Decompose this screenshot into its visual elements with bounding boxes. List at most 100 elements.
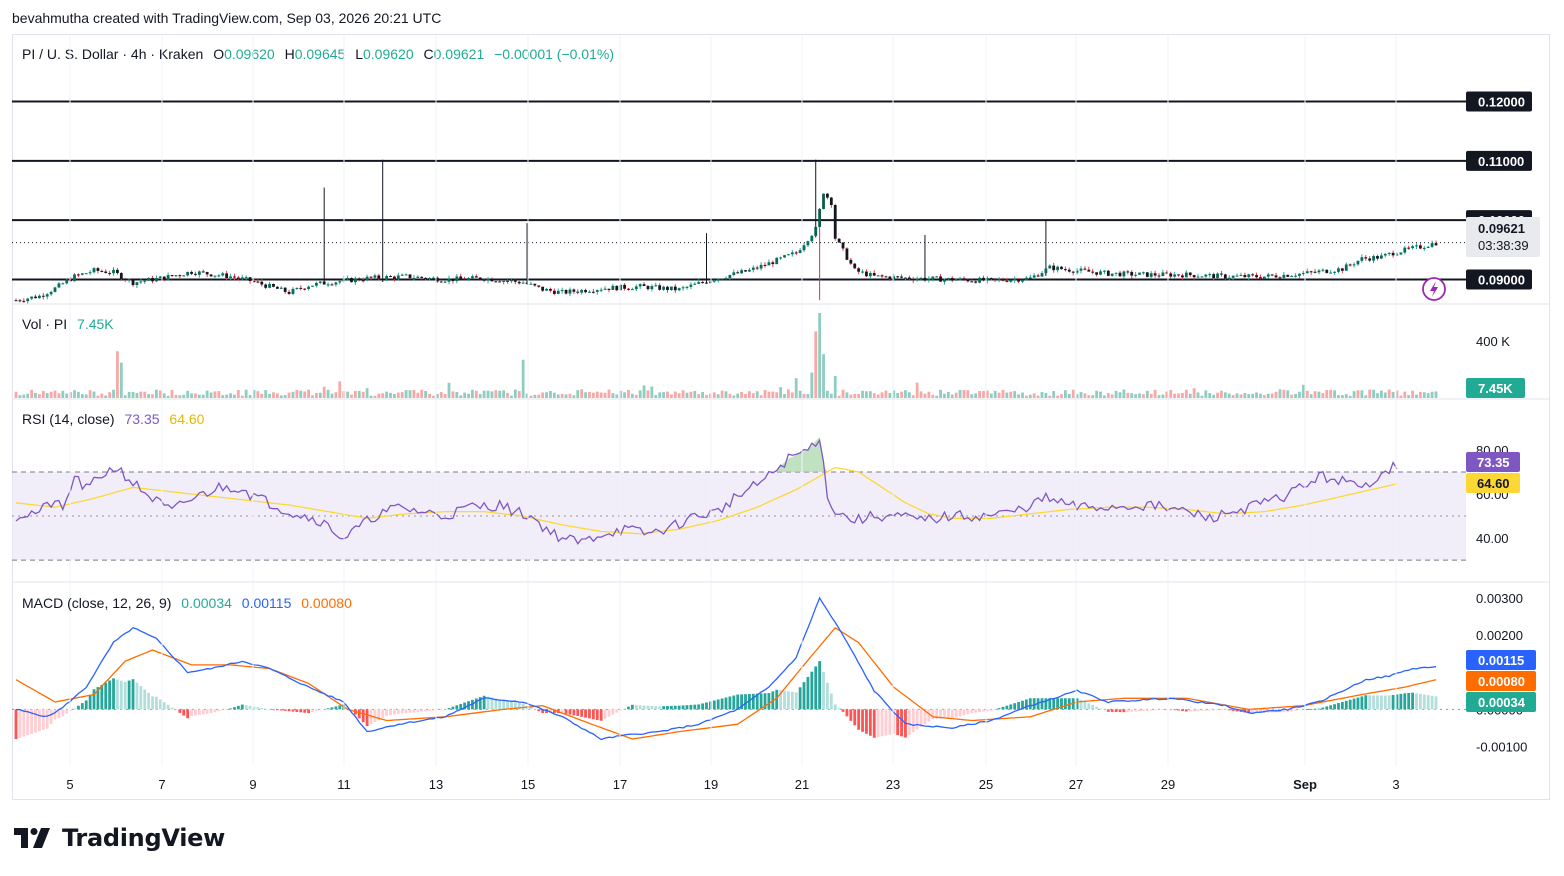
candle-body — [455, 276, 459, 282]
candle-body — [119, 273, 123, 279]
price-legend: PI / U. S. Dollar · 4h · Kraken O0.09620… — [22, 46, 614, 62]
volume-bar — [1313, 391, 1317, 398]
candle-body — [1188, 272, 1192, 276]
macd-histogram-bar — [260, 707, 264, 710]
volume-bar — [701, 391, 704, 398]
lightning-icon[interactable] — [1422, 277, 1446, 301]
macd-histogram-bar — [1383, 695, 1387, 710]
candle-body — [1399, 252, 1403, 255]
macd-histogram-bar — [915, 709, 919, 730]
macd-histogram-bar — [779, 690, 783, 710]
candle-body — [1403, 247, 1407, 253]
macd-histogram-bar — [186, 709, 190, 719]
candle-body — [1149, 273, 1153, 277]
volume-bar — [225, 394, 229, 398]
x-tick-label: 7 — [158, 777, 165, 792]
macd-histogram-bar — [22, 709, 26, 737]
volume-bar — [537, 394, 541, 398]
volume-bar — [638, 390, 642, 398]
macd-histogram-bar — [178, 709, 182, 713]
candle-body — [576, 291, 580, 293]
volume-bar — [1204, 390, 1208, 398]
volume-bar — [541, 392, 545, 398]
candle-body — [272, 283, 275, 287]
macd-histogram-bar — [393, 709, 396, 715]
candle-body — [182, 275, 186, 277]
volume-bar — [478, 394, 482, 398]
price-level-label: 0.11000 — [1478, 154, 1524, 169]
macd-histogram-bar — [720, 698, 724, 710]
volume-bar — [155, 389, 158, 398]
macd-histogram-bar — [584, 709, 587, 718]
volume-bar — [1368, 389, 1372, 398]
volume-bar — [73, 390, 76, 398]
rsi-pane[interactable] — [12, 436, 1466, 561]
x-tick-label: 23 — [886, 777, 900, 792]
candle-body — [139, 281, 143, 283]
volume-bar — [634, 394, 638, 398]
tradingview-logo[interactable]: TradingView — [14, 822, 225, 854]
macd-histogram-bar — [369, 709, 373, 725]
candle-body — [833, 205, 837, 239]
volume-bar — [919, 391, 923, 398]
macd-histogram-bar — [1103, 709, 1106, 711]
macd-histogram-bar — [84, 700, 88, 710]
macd-histogram-bar — [517, 703, 521, 710]
volume-bar — [1255, 392, 1258, 398]
macd-histogram-bar — [790, 691, 794, 710]
volume-bar — [229, 393, 232, 398]
macd-histogram-bar — [822, 671, 825, 710]
volume-bar — [1149, 393, 1153, 398]
volume-bar — [907, 392, 911, 398]
volume-bar — [1110, 394, 1114, 398]
macd-histogram-bar — [560, 709, 564, 714]
candle-body — [96, 268, 100, 271]
candle-body — [116, 269, 119, 274]
volume-bar — [564, 394, 568, 398]
macd-histogram-bar — [755, 693, 759, 710]
macd-histogram-bar — [1309, 709, 1313, 710]
candle-body — [775, 257, 779, 265]
macd-histogram-bar — [576, 709, 580, 717]
macd-histogram-bar — [170, 707, 174, 710]
svg-text:0.00115: 0.00115 — [1478, 653, 1524, 668]
macd-histogram-bar — [190, 709, 193, 717]
macd-histogram-bar — [1321, 707, 1325, 710]
candle-body — [611, 285, 615, 290]
candle-body — [654, 285, 658, 287]
macd-pane[interactable] — [12, 596, 1466, 741]
rsi-ma-tag: 64.60 — [1466, 473, 1520, 493]
macd-histogram-bar — [997, 708, 1001, 710]
candle-body — [1348, 264, 1352, 266]
candle-body — [84, 273, 88, 275]
candle-body — [248, 277, 252, 281]
macd-histogram-bar — [564, 709, 568, 714]
candle-body — [525, 282, 529, 284]
candle-body — [970, 281, 974, 283]
candle-body — [560, 290, 564, 292]
volume-bar — [1103, 395, 1106, 398]
macd-histogram-bar — [923, 709, 927, 725]
volume-bar — [61, 390, 65, 398]
volume-bar — [525, 393, 529, 398]
volume-bar — [1126, 392, 1130, 398]
macd-histogram-bar — [1138, 709, 1141, 712]
volume-bar — [147, 394, 151, 398]
volume-bar — [1044, 392, 1048, 398]
volume-bar — [650, 386, 654, 398]
volume-bar — [1227, 393, 1231, 398]
x-tick-label: 15 — [521, 777, 535, 792]
volume-bar — [872, 393, 876, 398]
volume-bar — [260, 393, 264, 398]
candle-body — [162, 276, 166, 280]
volume-bar — [186, 390, 190, 398]
candle-body — [1333, 271, 1336, 273]
high-value: 0.09645 — [295, 46, 346, 62]
volume-pane[interactable] — [14, 313, 1438, 398]
volume-bar — [771, 391, 775, 398]
volume-bar — [1372, 389, 1375, 398]
volume-bar — [946, 391, 950, 398]
